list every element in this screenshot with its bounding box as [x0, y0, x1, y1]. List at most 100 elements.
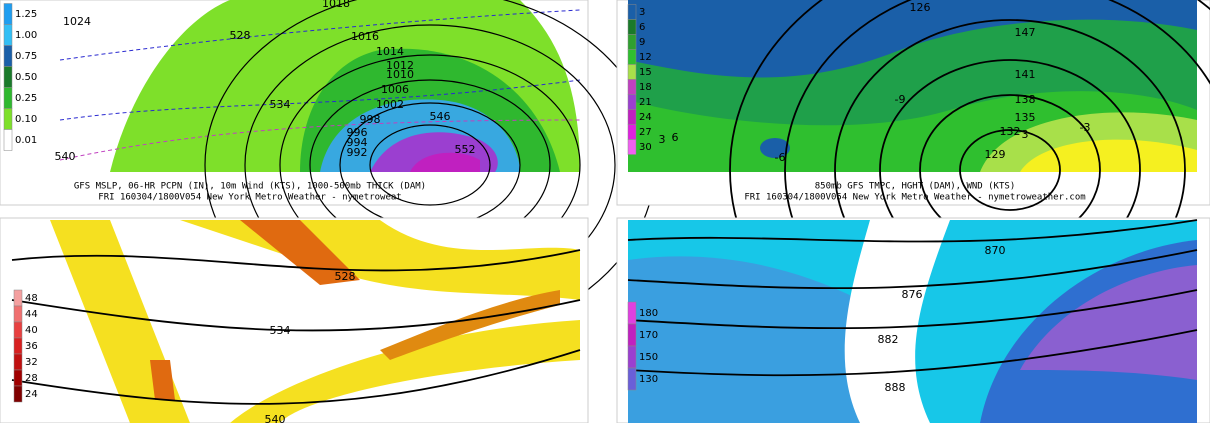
- contour-label: 1002: [376, 98, 404, 111]
- legend-label: 180: [639, 308, 658, 319]
- contour-label: 1012: [386, 59, 414, 72]
- legend-swatch: [627, 79, 637, 95]
- legend-swatch: [627, 367, 637, 391]
- legend-swatch: [13, 385, 23, 403]
- contour-label: 998: [360, 113, 381, 126]
- legend-swatch: [3, 45, 13, 67]
- legend-label: 0.75: [15, 51, 37, 62]
- legend-swatch: [13, 369, 23, 387]
- legend-swatch: [627, 19, 637, 35]
- contour-label: 528: [230, 29, 251, 42]
- legend-label: 6: [639, 22, 645, 33]
- legend-label: 3: [639, 7, 645, 18]
- contour-label: 546: [430, 110, 451, 123]
- contour-label: 1024: [63, 15, 91, 28]
- legend-swatch: [3, 3, 13, 25]
- contour-label: 126: [910, 1, 931, 14]
- contour-label: 540: [265, 413, 286, 423]
- legend-label: 1.25: [15, 9, 37, 20]
- legend-label: 18: [639, 82, 652, 93]
- legend-label: 32: [25, 357, 38, 368]
- legend-label: 0.50: [15, 72, 37, 83]
- legend-label: 0.25: [15, 93, 37, 104]
- legend-swatch: [13, 289, 23, 307]
- contour-label: 870: [985, 244, 1006, 257]
- panel-2: [616, 0, 1210, 401]
- contour-label: 534: [270, 324, 291, 337]
- contour-label: 132: [1000, 125, 1021, 138]
- legend-swatch: [13, 337, 23, 355]
- legend-label: 9: [639, 37, 645, 48]
- legend-label: 28: [25, 373, 38, 384]
- legend-swatch: [627, 345, 637, 369]
- legend-label: 30: [639, 142, 652, 153]
- legend-swatch: [13, 321, 23, 339]
- contour-label: -6: [775, 151, 786, 164]
- contour-label: 147: [1015, 26, 1036, 39]
- contour-label: 135: [1015, 111, 1036, 124]
- legend-swatch: [3, 24, 13, 46]
- contour-label: 540: [55, 150, 76, 163]
- panel-1: [0, 0, 656, 341]
- contour-label: 1014: [376, 45, 404, 58]
- contour-label: -9: [895, 93, 906, 106]
- legend-swatch: [627, 323, 637, 347]
- legend-swatch: [627, 94, 637, 110]
- legend-swatch: [627, 139, 637, 155]
- legend-swatch: [3, 108, 13, 130]
- contour-label: 888: [885, 381, 906, 394]
- legend-swatch: [627, 4, 637, 20]
- legend-label: 44: [25, 309, 38, 320]
- contour-label: 1018: [322, 0, 350, 10]
- caption: FRI 160304/1800V054 New York Metro Weath…: [744, 193, 1085, 203]
- contour-label: 1006: [381, 83, 409, 96]
- contour-label: 3: [659, 133, 666, 146]
- legend-swatch: [627, 124, 637, 140]
- legend-label: 24: [639, 112, 652, 123]
- legend-label: 27: [639, 127, 652, 138]
- legend-label: 24: [25, 389, 38, 400]
- legend-swatch: [627, 49, 637, 65]
- legend-label: 36: [25, 341, 38, 352]
- contour-label: 528: [335, 270, 356, 283]
- legend-swatch: [3, 87, 13, 109]
- legend-swatch: [627, 301, 637, 325]
- contour-label: 1016: [351, 30, 379, 43]
- legend-label: 150: [639, 352, 658, 363]
- contour-label: 3: [1022, 128, 1029, 141]
- contour-label: 129: [985, 148, 1006, 161]
- contour-label: 534: [270, 98, 291, 111]
- legend-label: 0.01: [15, 135, 37, 146]
- caption: FRI 160304/1800V054 New York Metro Weath…: [98, 193, 401, 203]
- legend-swatch: [13, 305, 23, 323]
- legend-label: 0.10: [15, 114, 37, 125]
- legend-swatch: [3, 66, 13, 88]
- contour-label: 141: [1015, 68, 1036, 81]
- legend-label: 40: [25, 325, 38, 336]
- caption: 850mb GFS TMPC, HGHT (DAM), WND (KTS): [815, 182, 1015, 192]
- contour-label: 882: [878, 333, 899, 346]
- legend-swatch: [3, 129, 13, 151]
- legend-swatch: [627, 109, 637, 125]
- contour-label: 138: [1015, 93, 1036, 106]
- caption: GFS MSLP, 06-HR PCPN (IN), 10m Wind (KTS…: [74, 182, 426, 192]
- legend-label: 21: [639, 97, 652, 108]
- legend-label: 12: [639, 52, 652, 63]
- contour-label: 992: [347, 146, 368, 159]
- legend-label: 48: [25, 293, 38, 304]
- contour-label: 996: [347, 126, 368, 139]
- contour-label: 552: [455, 143, 476, 156]
- legend-label: 1.00: [15, 30, 37, 41]
- legend-label: 130: [639, 374, 658, 385]
- contour-label: 6: [672, 131, 679, 144]
- panel-4: [616, 217, 1210, 423]
- legend-label: 15: [639, 67, 652, 78]
- contour-label: 994: [347, 136, 368, 149]
- panel-3: [0, 217, 589, 423]
- legend-swatch: [13, 353, 23, 371]
- contour-label: 1010: [386, 68, 414, 81]
- legend-swatch: [627, 34, 637, 50]
- legend-label: 170: [639, 330, 658, 341]
